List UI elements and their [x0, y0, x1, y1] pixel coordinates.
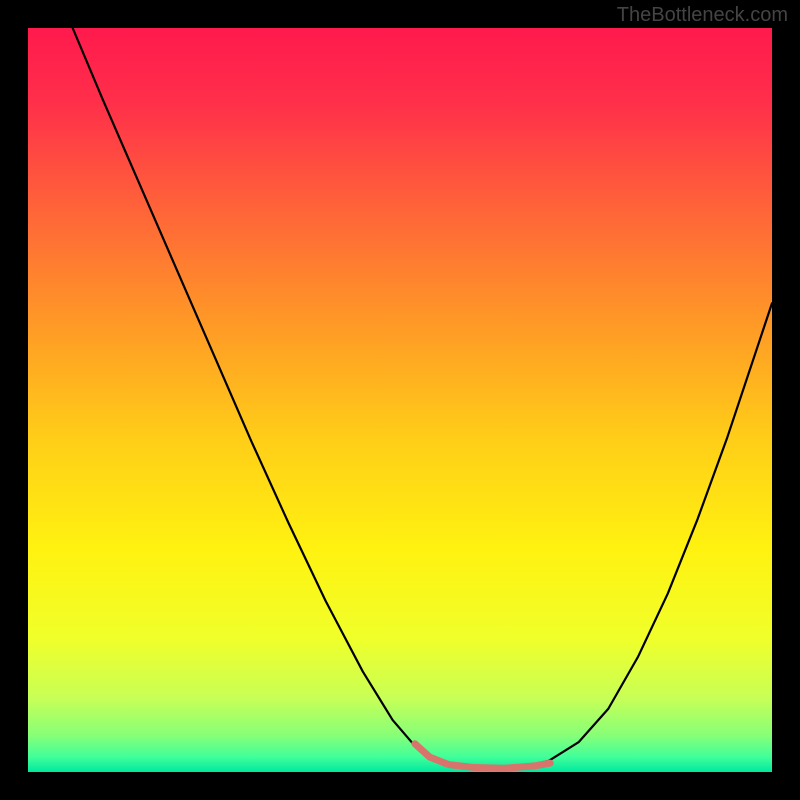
curve-overlay — [28, 28, 772, 772]
chart-container: TheBottleneck.com — [0, 0, 800, 800]
bottleneck-curve — [73, 28, 772, 769]
watermark-text: TheBottleneck.com — [617, 4, 788, 27]
optimal-range-marker — [415, 744, 550, 769]
plot-area — [28, 28, 772, 772]
